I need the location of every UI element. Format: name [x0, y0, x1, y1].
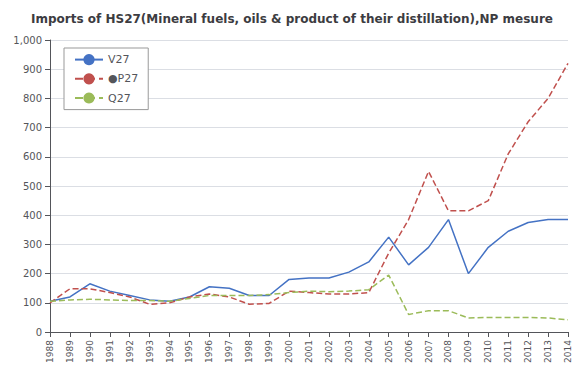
svg-text:2011: 2011: [503, 340, 513, 363]
svg-text:400: 400: [23, 210, 42, 221]
svg-text:800: 800: [23, 93, 42, 104]
svg-text:2006: 2006: [404, 340, 414, 363]
svg-text:2009: 2009: [463, 340, 473, 363]
svg-text:1991: 1991: [105, 340, 115, 363]
svg-text:0: 0: [36, 327, 42, 338]
svg-text:2002: 2002: [324, 340, 334, 363]
svg-text:100: 100: [23, 297, 42, 308]
svg-text:2012: 2012: [523, 340, 533, 363]
svg-text:2008: 2008: [443, 340, 453, 363]
svg-text:1989: 1989: [65, 340, 75, 363]
svg-text:Q27: Q27: [108, 92, 131, 105]
svg-text:2010: 2010: [483, 340, 493, 363]
svg-text:2001: 2001: [304, 340, 314, 363]
svg-text:1993: 1993: [145, 340, 155, 363]
svg-text:2000: 2000: [284, 340, 294, 363]
svg-text:2005: 2005: [384, 340, 394, 363]
svg-text:2007: 2007: [424, 340, 434, 363]
svg-text:1997: 1997: [224, 340, 234, 363]
svg-text:2013: 2013: [543, 340, 553, 363]
svg-text:200: 200: [23, 268, 42, 279]
svg-text:●P27: ●P27: [108, 72, 138, 85]
svg-text:700: 700: [23, 122, 42, 133]
svg-text:1996: 1996: [204, 340, 214, 363]
svg-text:1992: 1992: [125, 340, 135, 363]
svg-text:1990: 1990: [85, 340, 95, 363]
svg-text:1995: 1995: [184, 340, 194, 363]
svg-text:2004: 2004: [364, 340, 374, 363]
svg-text:V27: V27: [108, 53, 130, 66]
svg-text:900: 900: [23, 64, 42, 75]
svg-text:1994: 1994: [165, 340, 175, 363]
svg-text:1988: 1988: [45, 340, 55, 363]
svg-text:1999: 1999: [264, 340, 274, 363]
svg-text:600: 600: [23, 151, 42, 162]
svg-text:Imports of HS27(Mineral fuels,: Imports of HS27(Mineral fuels, oils & pr…: [31, 12, 553, 26]
svg-text:1,000: 1,000: [13, 35, 42, 46]
svg-text:2014: 2014: [563, 340, 573, 363]
svg-text:2003: 2003: [344, 340, 354, 363]
svg-text:1998: 1998: [244, 340, 254, 363]
svg-text:300: 300: [23, 239, 42, 250]
svg-text:500: 500: [23, 181, 42, 192]
